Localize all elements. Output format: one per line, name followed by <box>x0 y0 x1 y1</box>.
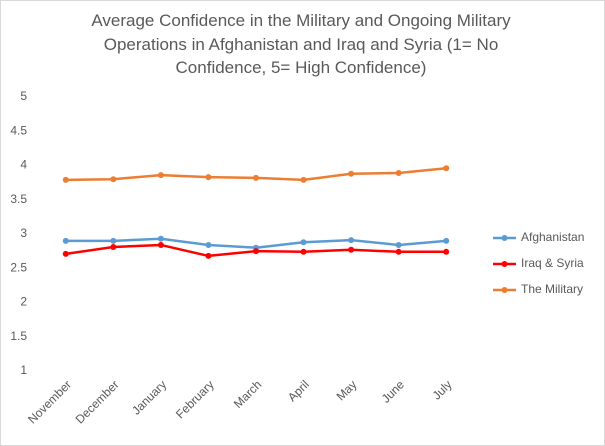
data-point <box>348 170 355 177</box>
data-point <box>300 248 307 255</box>
y-tick-label: 1.5 <box>10 329 27 343</box>
data-point <box>110 237 117 244</box>
y-tick-label: 3.5 <box>10 192 27 206</box>
x-tick-label: March <box>231 377 264 410</box>
y-tick-label: 4 <box>20 158 27 172</box>
x-tick-label: April <box>285 377 312 404</box>
legend-label: Afghanistan <box>521 230 584 244</box>
data-point <box>348 246 355 253</box>
data-point <box>157 235 164 242</box>
x-tick-label: June <box>379 377 408 406</box>
legend-marker <box>501 235 508 241</box>
y-tick-label: 5 <box>20 89 27 103</box>
data-point <box>205 174 212 181</box>
x-tick-label: May <box>334 377 360 403</box>
data-point <box>205 252 212 259</box>
x-tick-label: December <box>73 377 122 426</box>
data-point <box>205 241 212 248</box>
y-tick-label: 1 <box>20 363 27 377</box>
data-point <box>300 239 307 246</box>
data-point <box>157 241 164 248</box>
data-point <box>157 172 164 179</box>
data-point <box>62 176 69 183</box>
y-tick-label: 3 <box>20 226 27 240</box>
data-point <box>395 241 402 248</box>
legend-marker <box>501 287 508 293</box>
data-point <box>62 237 69 244</box>
legend-label: Iraq & Syria <box>521 256 584 270</box>
data-point <box>443 248 450 255</box>
data-point <box>348 237 355 244</box>
y-tick-label: 2.5 <box>10 260 27 274</box>
data-point <box>110 244 117 251</box>
data-point <box>395 170 402 177</box>
y-tick-label: 4.5 <box>10 123 27 137</box>
data-point <box>253 248 259 255</box>
y-tick-label: 2 <box>20 295 27 309</box>
x-tick-label: November <box>25 377 74 426</box>
data-point <box>443 237 450 244</box>
chart-title: Average Confidence in the Military and O… <box>91 11 511 77</box>
x-tick-label: January <box>129 377 169 417</box>
legend-marker <box>501 261 508 267</box>
data-point <box>395 248 402 255</box>
data-point <box>253 174 259 181</box>
legend-label: The Military <box>521 282 583 296</box>
x-tick-label: February <box>173 377 217 421</box>
x-tick-label: July <box>430 377 455 402</box>
data-point <box>110 176 117 183</box>
data-point <box>300 176 307 183</box>
data-point <box>443 165 450 172</box>
data-point <box>62 250 69 257</box>
